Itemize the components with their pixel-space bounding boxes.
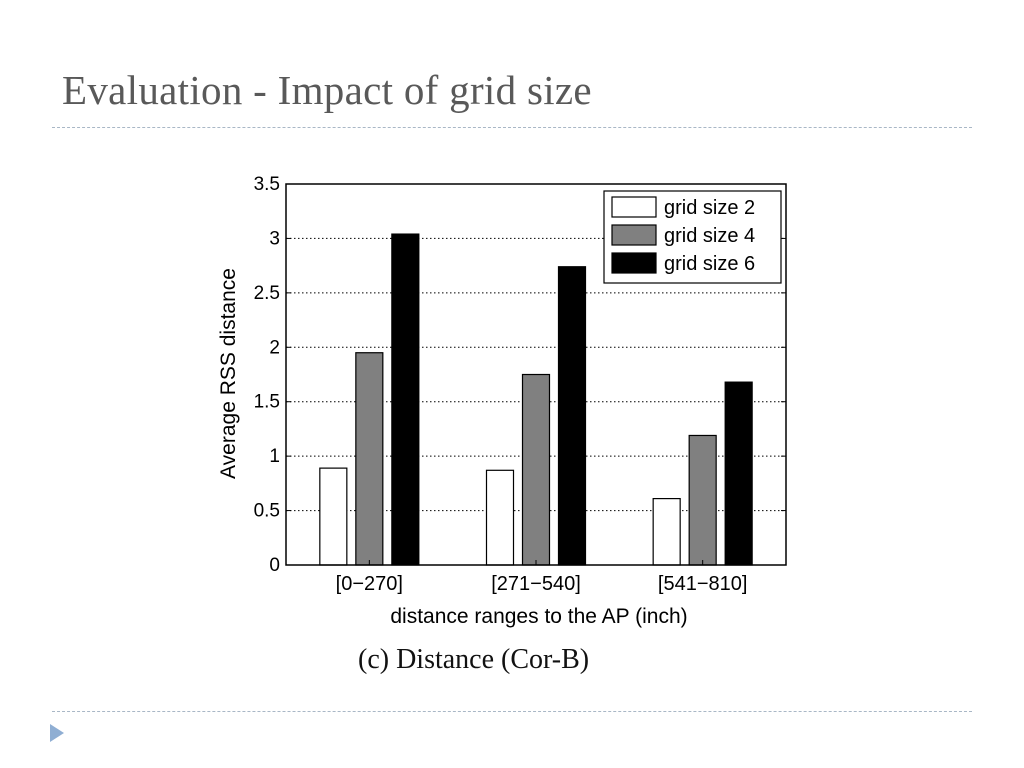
bar — [391, 233, 420, 566]
title-divider — [52, 127, 972, 128]
footer-divider — [52, 711, 972, 712]
y-tick-label: 1.5 — [254, 392, 280, 413]
bar — [355, 352, 384, 566]
y-tick-label: 0.5 — [254, 501, 280, 522]
bar — [557, 266, 587, 566]
legend-swatch — [611, 196, 657, 218]
bar — [688, 434, 717, 566]
legend-label: grid size 4 — [664, 225, 755, 247]
x-tick-label: [271−540] — [491, 573, 581, 595]
legend-swatch — [611, 252, 657, 274]
legend-swatch — [611, 224, 657, 246]
y-tick-label: 0 — [269, 555, 280, 576]
y-tick-label: 3.5 — [254, 174, 280, 195]
x-tick-label: [0−270] — [336, 573, 403, 595]
y-tick-label: 1 — [269, 446, 280, 467]
bar — [521, 373, 551, 566]
figure-caption: (c) Distance (Cor-B) — [358, 644, 590, 675]
x-tick-label: [541−810] — [658, 573, 748, 595]
slide-title: Evaluation - Impact of grid size — [62, 67, 592, 113]
y-tick-label: 2.5 — [254, 283, 280, 304]
legend-label: grid size 2 — [664, 197, 755, 219]
legend-label: grid size 6 — [664, 253, 755, 275]
y-tick-label: 3 — [269, 228, 280, 249]
bar — [485, 469, 515, 566]
y-tick-label: 2 — [269, 337, 280, 358]
plot-frame — [285, 183, 787, 566]
bullet-arrow-icon — [50, 724, 64, 742]
bar — [652, 497, 681, 566]
bar — [724, 381, 753, 566]
x-axis-label: distance ranges to the AP (inch) — [390, 605, 687, 628]
bar — [319, 467, 348, 566]
y-axis-label: Average RSS distance — [217, 268, 240, 479]
